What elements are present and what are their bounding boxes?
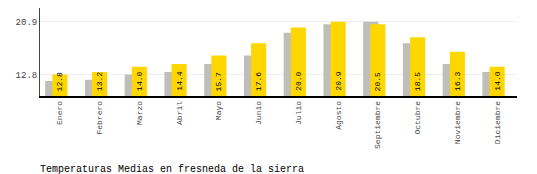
svg-text:20.5: 20.5 (373, 72, 382, 91)
svg-text:Febrero: Febrero (95, 101, 104, 135)
svg-text:Junio: Junio (254, 101, 263, 125)
svg-text:20.0: 20.0 (294, 71, 303, 90)
svg-text:Abril: Abril (175, 101, 184, 125)
svg-text:14.4: 14.4 (175, 71, 184, 90)
svg-text:Septiembre: Septiembre (373, 101, 382, 149)
svg-text:20.9: 20.9 (334, 71, 343, 90)
svg-text:Julio: Julio (294, 101, 303, 125)
svg-text:12.8: 12.8 (55, 72, 64, 91)
svg-text:13.2: 13.2 (95, 72, 104, 91)
svg-text:Noviembre: Noviembre (453, 101, 462, 144)
svg-text:16.3: 16.3 (453, 71, 462, 90)
svg-text:20.9: 20.9 (16, 18, 38, 28)
svg-text:Agosto: Agosto (334, 101, 343, 130)
svg-text:Enero: Enero (55, 101, 64, 125)
svg-text:17.6: 17.6 (254, 72, 263, 91)
svg-text:14.0: 14.0 (135, 71, 144, 90)
svg-text:Temperaturas Medias en fresned: Temperaturas Medias en fresneda de la si… (40, 164, 304, 174)
svg-text:Octubre: Octubre (413, 101, 422, 135)
svg-text:15.7: 15.7 (214, 72, 223, 91)
svg-text:Diciembre: Diciembre (493, 101, 502, 144)
svg-text:12.8: 12.8 (16, 71, 38, 81)
svg-text:18.5: 18.5 (413, 72, 422, 91)
svg-text:Marzo: Marzo (135, 101, 144, 125)
svg-text:Mayo: Mayo (214, 101, 223, 120)
svg-text:14.0: 14.0 (493, 71, 502, 90)
